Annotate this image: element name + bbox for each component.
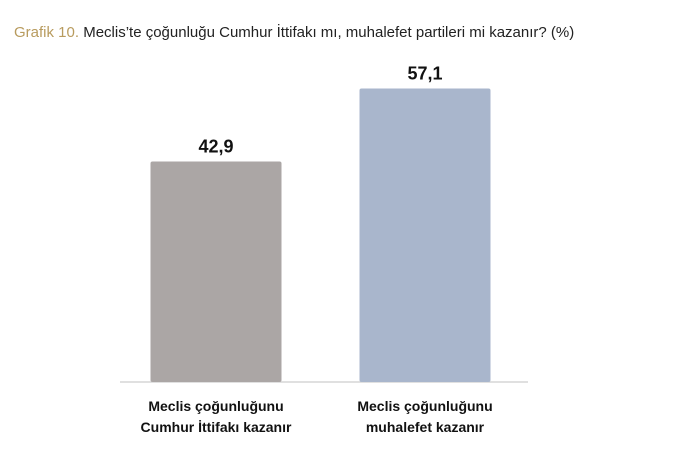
chart-title-block: Grafik 10. Meclis’te çoğunluğu Cumhur İt… xyxy=(14,24,574,41)
figure-label: Grafik 10. xyxy=(14,24,80,41)
x-tick-label: Meclis çoğunluğunu muhalefet kazanır xyxy=(357,398,493,435)
value-label: 42,9 xyxy=(198,136,233,156)
chart-title: Meclis’te çoğunluğu Cumhur İttifakı mı, … xyxy=(83,24,575,41)
x-tick-label: Meclis çoğunluğunu Cumhur İttifakı kazan… xyxy=(140,398,292,435)
bar xyxy=(150,161,282,382)
bar xyxy=(359,88,491,383)
value-label: 57,1 xyxy=(407,64,442,84)
